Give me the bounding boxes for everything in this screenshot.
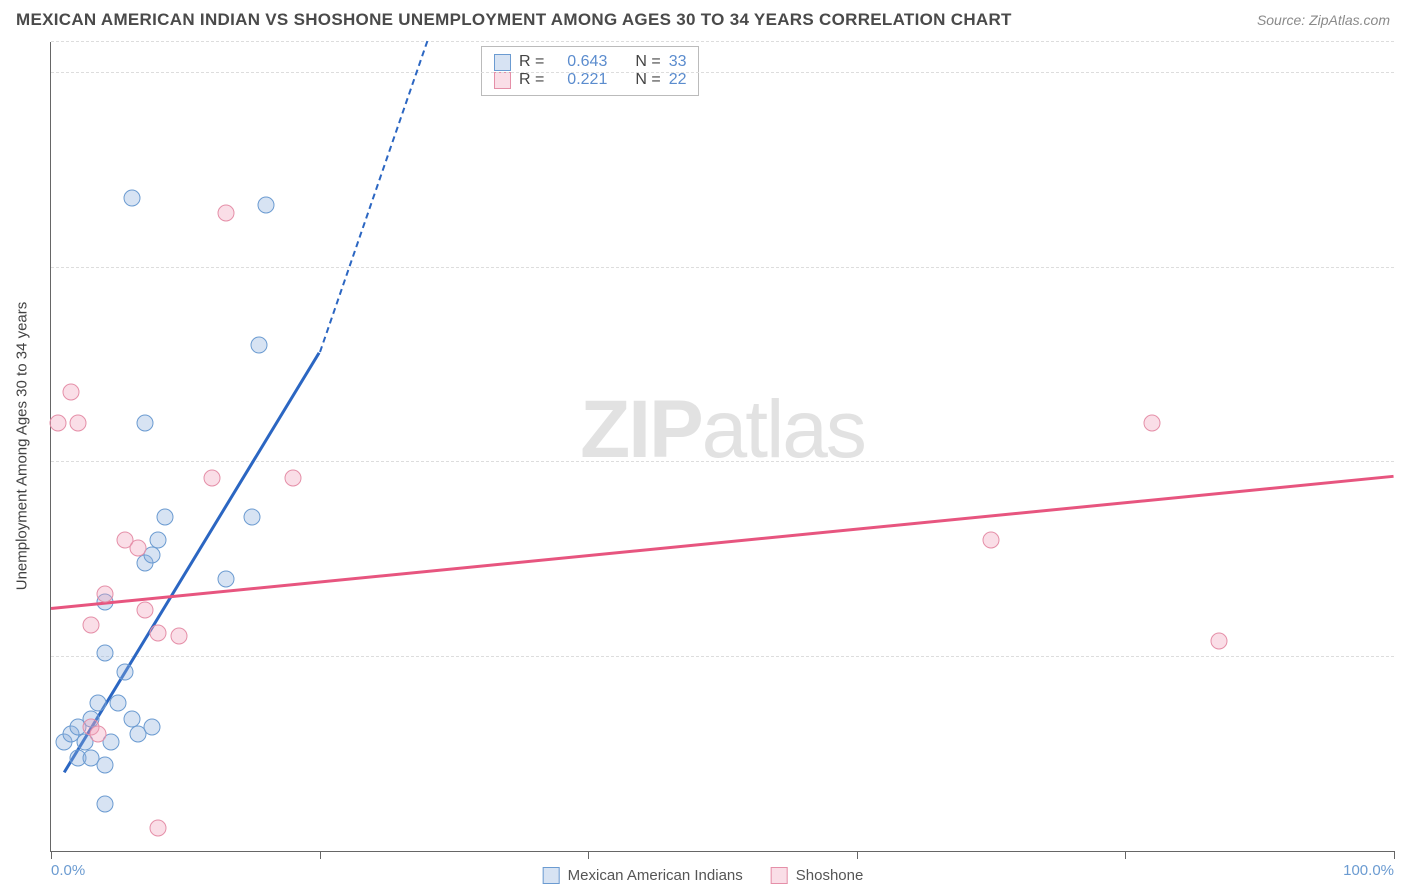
legend-swatch: [543, 867, 560, 884]
scatter-chart: ZIPatlas R =0.643N =33R =0.221N =22 12.5…: [50, 42, 1394, 852]
correlation-row: R = 0.643 N = 33: [494, 53, 686, 71]
x-tick: [1394, 851, 1395, 859]
x-tick-label: 100.0%: [1343, 862, 1394, 879]
x-tick: [857, 851, 858, 859]
correlation-box: R = 0.643 N = 33 R = 0.221 N = 22: [481, 46, 699, 96]
n-value: 33: [669, 53, 687, 71]
x-tick: [320, 851, 321, 859]
trend-line-extension: [319, 41, 428, 353]
r-value: 0.221: [552, 71, 607, 89]
legend-label: Shoshone: [796, 867, 864, 884]
legend-label: Mexican American Indians: [568, 867, 743, 884]
data-point: [83, 617, 100, 634]
correlation-row: R = 0.221 N = 22: [494, 71, 686, 89]
series-swatch: [494, 72, 511, 89]
data-point: [143, 718, 160, 735]
trend-line: [51, 475, 1394, 610]
data-point: [217, 205, 234, 222]
legend: Mexican American Indians Shoshone: [543, 867, 864, 884]
data-point: [123, 710, 140, 727]
data-point: [96, 586, 113, 603]
data-point: [157, 508, 174, 525]
series-swatch: [494, 54, 511, 71]
x-tick-label: 0.0%: [51, 862, 85, 879]
data-point: [90, 695, 107, 712]
x-tick: [588, 851, 589, 859]
data-point: [150, 625, 167, 642]
data-point: [137, 415, 154, 432]
data-point: [284, 469, 301, 486]
data-point: [96, 757, 113, 774]
data-point: [96, 645, 113, 662]
x-tick: [51, 851, 52, 859]
grid-line: [51, 72, 1394, 73]
data-point: [116, 664, 133, 681]
data-point: [150, 819, 167, 836]
data-point: [110, 695, 127, 712]
data-point: [257, 197, 274, 214]
data-point: [130, 539, 147, 556]
data-point: [217, 570, 234, 587]
data-point: [251, 337, 268, 354]
n-label: N =: [635, 53, 660, 71]
data-point: [204, 469, 221, 486]
data-point: [96, 796, 113, 813]
data-point: [170, 628, 187, 645]
data-point: [69, 415, 86, 432]
data-point: [123, 189, 140, 206]
data-point: [63, 384, 80, 401]
data-point: [983, 531, 1000, 548]
data-point: [137, 601, 154, 618]
legend-swatch: [771, 867, 788, 884]
data-point: [244, 508, 261, 525]
legend-item: Mexican American Indians: [543, 867, 743, 884]
data-point: [90, 726, 107, 743]
n-value: 22: [669, 71, 687, 89]
chart-title: MEXICAN AMERICAN INDIAN VS SHOSHONE UNEM…: [16, 10, 1012, 30]
grid-line: [51, 267, 1394, 268]
r-value: 0.643: [552, 53, 607, 71]
watermark: ZIPatlas: [580, 383, 865, 477]
x-tick: [1125, 851, 1126, 859]
grid-line: [51, 656, 1394, 657]
data-point: [1144, 415, 1161, 432]
data-point: [150, 531, 167, 548]
r-label: R =: [519, 53, 544, 71]
grid-line: [51, 41, 1394, 42]
data-point: [49, 415, 66, 432]
n-label: N =: [635, 71, 660, 89]
source-label: Source: ZipAtlas.com: [1257, 12, 1390, 28]
r-label: R =: [519, 71, 544, 89]
legend-item: Shoshone: [771, 867, 864, 884]
y-axis-title: Unemployment Among Ages 30 to 34 years: [14, 302, 31, 591]
data-point: [1211, 632, 1228, 649]
